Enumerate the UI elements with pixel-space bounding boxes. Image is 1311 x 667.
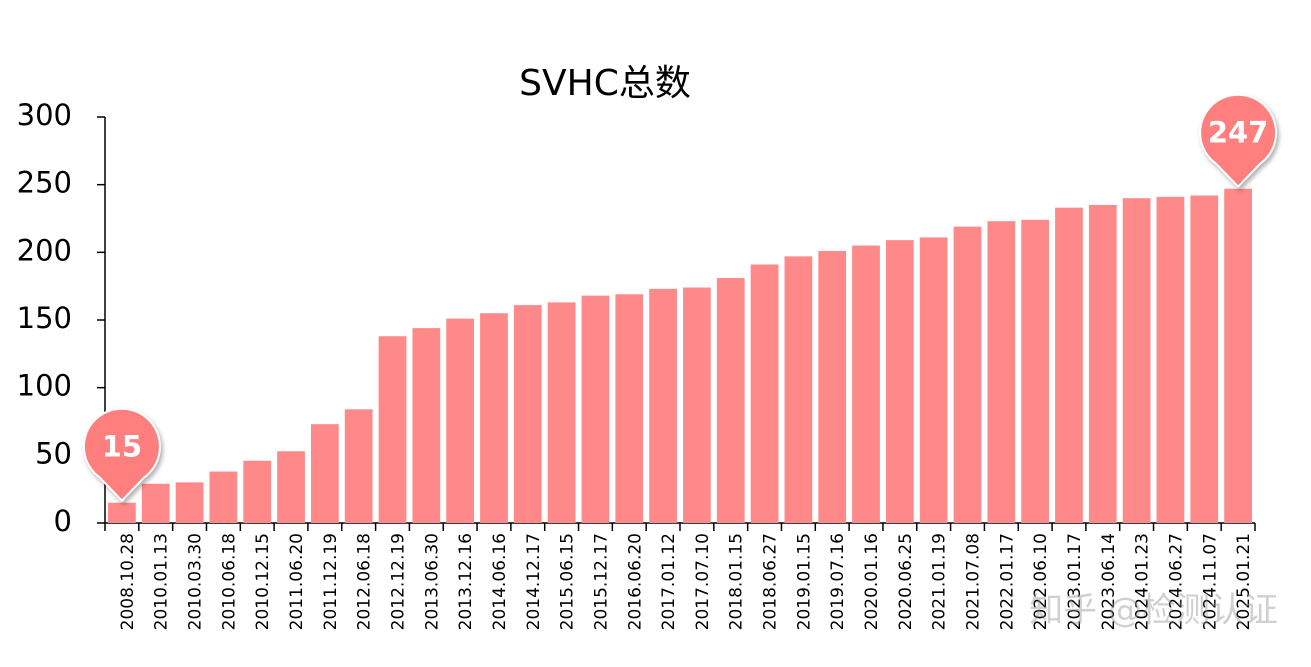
bar <box>852 245 880 524</box>
bar <box>649 288 677 523</box>
x-tick-label: 2015.06.15 <box>558 533 578 630</box>
x-tick-label: 2022.01.17 <box>997 533 1017 630</box>
bar <box>547 302 576 523</box>
x-tick-label: 2011.12.19 <box>321 533 341 630</box>
bar <box>277 451 305 523</box>
x-tick-label: 2010.06.18 <box>219 533 239 630</box>
x-tick-label: 2017.07.10 <box>693 533 713 630</box>
x-tick-label: 2014.12.17 <box>524 533 544 630</box>
x-tick-label: 2013.12.16 <box>456 533 476 630</box>
x-tick-label: 2011.06.20 <box>287 533 307 630</box>
bar <box>378 336 407 523</box>
pin-shape <box>1199 93 1278 189</box>
bar <box>243 460 272 523</box>
x-tick-label: 2018.01.15 <box>727 533 747 630</box>
x-tick-label: 2022.06.10 <box>1031 533 1051 630</box>
x-tick-label: 2023.06.14 <box>1099 533 1119 630</box>
x-tick-label: 2018.06.27 <box>761 533 781 630</box>
bar <box>446 318 475 523</box>
bar <box>1055 207 1083 523</box>
bar <box>1021 219 1050 523</box>
chart-title: SVHC总数 <box>519 63 691 104</box>
bar <box>141 483 170 523</box>
bar <box>615 294 644 523</box>
y-tick-label: 200 <box>17 233 72 267</box>
x-tick-label: 2021.07.08 <box>964 533 984 630</box>
x-tick-label: 2021.01.19 <box>930 533 950 630</box>
watermark: 知乎 @检测认证 <box>1029 591 1278 631</box>
x-tick-label: 2024.11.07 <box>1200 533 1220 630</box>
bar <box>480 313 508 523</box>
bar <box>412 328 441 523</box>
bar <box>885 240 914 524</box>
x-tick-label: 2014.06.16 <box>490 533 510 630</box>
bar <box>581 295 610 523</box>
bar <box>919 237 948 524</box>
x-tick-label: 2012.12.19 <box>389 533 409 630</box>
bar <box>209 471 238 523</box>
y-tick-label: 300 <box>17 98 72 132</box>
x-tick-label: 2010.03.30 <box>186 533 206 630</box>
x-tick-label: 2023.01.17 <box>1065 533 1085 630</box>
x-tick-label: 2010.01.13 <box>152 533 172 630</box>
data-label: 15 <box>102 430 142 464</box>
x-tick-label: 2015.12.17 <box>591 533 611 630</box>
bar <box>716 278 745 523</box>
bar <box>987 221 1016 523</box>
pin-shape <box>82 407 161 503</box>
x-tick-label: 2008.10.28 <box>118 533 138 630</box>
x-tick-label: 2010.12.15 <box>253 533 273 630</box>
bar <box>818 250 847 524</box>
x-tick-label: 2024.06.27 <box>1166 533 1186 630</box>
bar <box>175 482 204 523</box>
x-tick-label: 2024.01.23 <box>1133 533 1153 630</box>
x-tick-label: 2013.06.30 <box>422 533 442 630</box>
bar <box>310 424 339 523</box>
bar <box>1190 195 1219 523</box>
x-tick-label: 2016.06.20 <box>625 533 645 630</box>
y-tick-label: 0 <box>54 504 72 538</box>
data-label-pin: 247 <box>1199 93 1278 189</box>
bar <box>108 502 136 523</box>
x-tick-label: 2020.01.16 <box>862 533 882 630</box>
bar <box>784 256 813 523</box>
bar <box>1088 204 1117 523</box>
bar <box>953 226 982 523</box>
bar <box>344 409 373 523</box>
bar <box>750 264 779 523</box>
bar <box>1224 188 1252 523</box>
bar <box>683 287 711 523</box>
bar <box>1156 196 1185 523</box>
x-tick-label: 2017.01.12 <box>659 533 679 630</box>
data-label-pin: 15 <box>82 407 161 503</box>
y-tick-label: 50 <box>35 436 72 470</box>
y-tick-label: 100 <box>17 369 72 403</box>
x-tick-label: 2019.01.15 <box>794 533 814 630</box>
data-label: 247 <box>1208 116 1269 150</box>
x-tick-label: 2020.06.25 <box>896 533 916 630</box>
x-tick-label: 2012.06.18 <box>355 533 375 630</box>
y-tick-label: 150 <box>17 301 72 335</box>
bar <box>513 305 542 523</box>
y-tick-label: 250 <box>17 166 72 200</box>
x-tick-label: 2019.07.16 <box>828 533 848 630</box>
bar <box>1122 198 1151 523</box>
x-tick-label: 2025.01.21 <box>1234 533 1254 630</box>
